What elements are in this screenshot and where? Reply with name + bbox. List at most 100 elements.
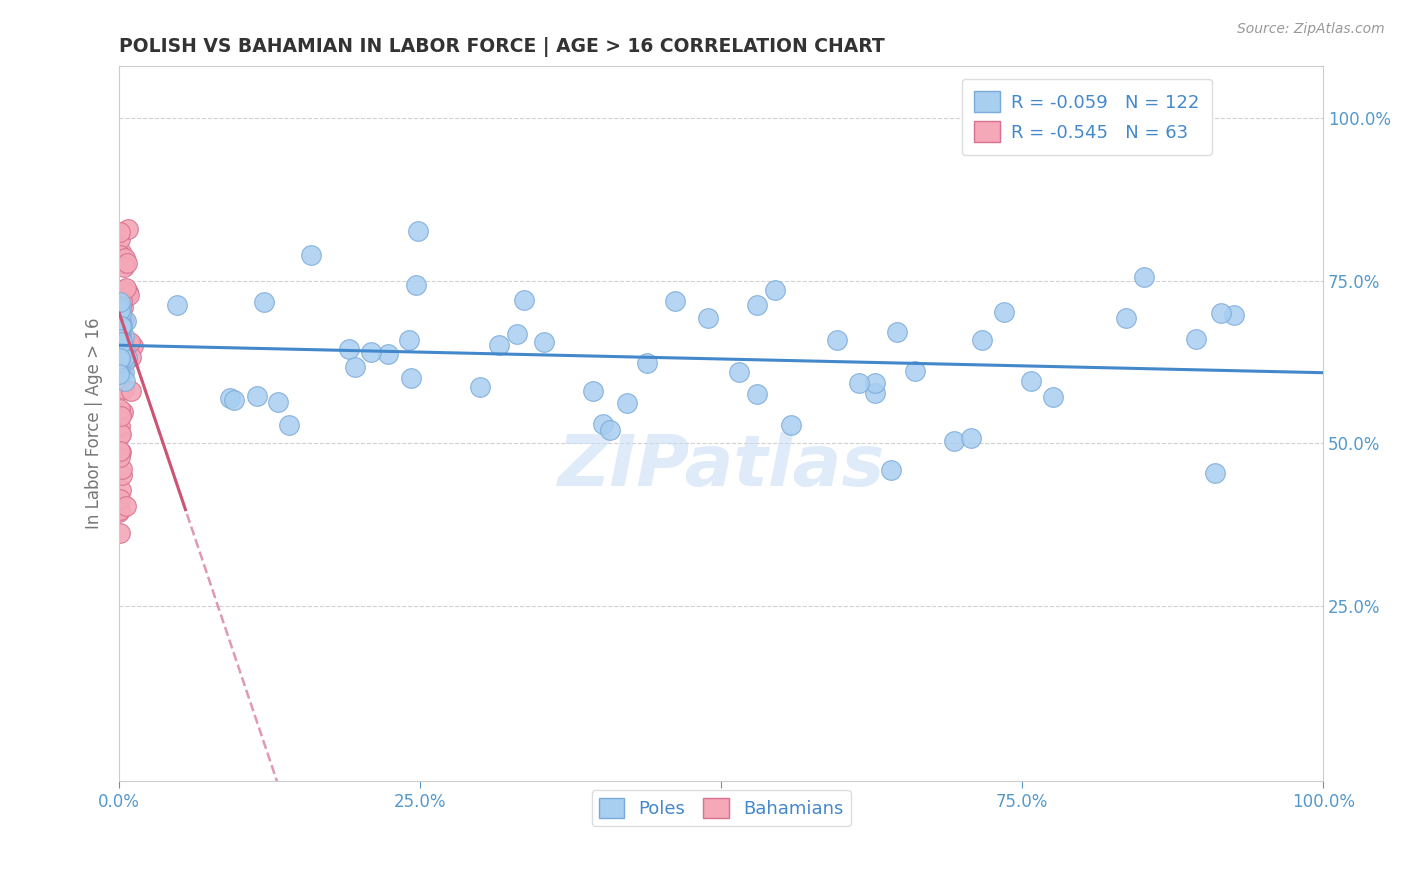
Point bbox=[108, 328, 131, 343]
Point bbox=[111, 319, 134, 334]
Point bbox=[108, 343, 131, 358]
Point bbox=[110, 347, 132, 361]
Point bbox=[865, 385, 887, 400]
Point bbox=[110, 351, 132, 366]
Point bbox=[110, 330, 132, 344]
Point bbox=[360, 345, 382, 359]
Point bbox=[108, 367, 131, 381]
Point bbox=[108, 352, 131, 367]
Point bbox=[110, 343, 132, 357]
Legend: Poles, Bahamians: Poles, Bahamians bbox=[592, 790, 851, 826]
Point bbox=[110, 304, 132, 318]
Point bbox=[398, 333, 420, 347]
Point bbox=[110, 318, 132, 333]
Point bbox=[112, 328, 135, 343]
Point bbox=[111, 344, 134, 359]
Point bbox=[115, 314, 138, 328]
Point bbox=[1042, 390, 1064, 404]
Point bbox=[943, 434, 966, 449]
Point bbox=[960, 431, 983, 445]
Point bbox=[110, 307, 132, 321]
Point bbox=[110, 334, 132, 348]
Point bbox=[110, 343, 132, 358]
Point bbox=[513, 293, 536, 308]
Point bbox=[110, 296, 132, 310]
Point bbox=[904, 364, 927, 378]
Point bbox=[108, 366, 131, 380]
Point bbox=[108, 443, 131, 458]
Point bbox=[1133, 269, 1156, 284]
Point bbox=[166, 298, 188, 312]
Point bbox=[1021, 374, 1043, 388]
Point bbox=[780, 417, 803, 432]
Point bbox=[110, 338, 132, 352]
Point bbox=[108, 345, 131, 359]
Point bbox=[1204, 466, 1226, 480]
Point bbox=[110, 329, 132, 343]
Point bbox=[110, 334, 132, 349]
Point bbox=[253, 295, 276, 310]
Point bbox=[117, 222, 139, 236]
Point bbox=[108, 409, 131, 424]
Point bbox=[108, 359, 131, 373]
Point bbox=[108, 418, 131, 433]
Point bbox=[301, 248, 323, 262]
Point bbox=[112, 260, 135, 275]
Point bbox=[728, 365, 751, 379]
Point bbox=[108, 368, 131, 382]
Point bbox=[110, 334, 132, 349]
Point bbox=[110, 333, 132, 347]
Point bbox=[110, 244, 132, 259]
Point bbox=[108, 341, 131, 355]
Point bbox=[108, 345, 131, 359]
Point bbox=[115, 351, 138, 365]
Point bbox=[886, 325, 908, 339]
Point bbox=[108, 348, 131, 362]
Point bbox=[763, 284, 786, 298]
Point bbox=[110, 409, 132, 424]
Point bbox=[108, 330, 131, 344]
Point bbox=[108, 503, 131, 517]
Point bbox=[110, 343, 132, 358]
Point bbox=[110, 232, 132, 246]
Point bbox=[636, 356, 658, 370]
Point bbox=[114, 251, 136, 265]
Point bbox=[599, 423, 621, 437]
Point bbox=[1211, 306, 1233, 320]
Point bbox=[108, 333, 131, 347]
Point bbox=[110, 315, 132, 329]
Point bbox=[110, 444, 132, 458]
Point bbox=[111, 462, 134, 476]
Point bbox=[111, 315, 134, 329]
Point bbox=[108, 380, 131, 394]
Point bbox=[108, 318, 131, 332]
Point bbox=[108, 303, 131, 318]
Point bbox=[110, 318, 132, 333]
Point bbox=[120, 350, 142, 364]
Point bbox=[112, 382, 135, 396]
Point bbox=[246, 389, 269, 403]
Point bbox=[401, 371, 423, 385]
Point bbox=[108, 324, 131, 338]
Point bbox=[110, 340, 132, 354]
Point bbox=[1115, 311, 1137, 326]
Point bbox=[114, 374, 136, 388]
Point bbox=[827, 333, 849, 347]
Point bbox=[111, 336, 134, 351]
Point bbox=[112, 366, 135, 380]
Point bbox=[118, 288, 141, 302]
Point bbox=[111, 334, 134, 349]
Point bbox=[108, 345, 131, 359]
Point bbox=[110, 301, 132, 315]
Point bbox=[108, 248, 131, 262]
Point bbox=[117, 256, 139, 270]
Point bbox=[224, 393, 246, 408]
Point bbox=[108, 402, 131, 417]
Point bbox=[111, 283, 134, 297]
Point bbox=[108, 353, 131, 368]
Point bbox=[110, 342, 132, 356]
Point bbox=[592, 417, 614, 432]
Point bbox=[745, 387, 768, 401]
Point bbox=[110, 503, 132, 517]
Point bbox=[112, 405, 135, 419]
